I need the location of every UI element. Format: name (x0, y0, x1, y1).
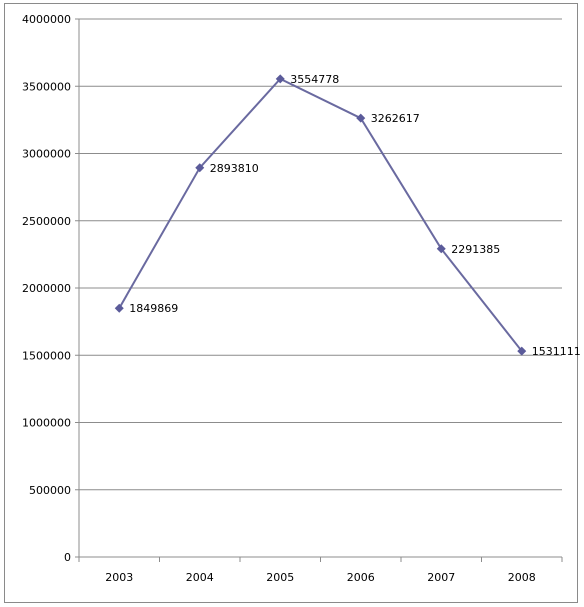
data-label: 1531111 (532, 345, 581, 358)
x-tick-label: 2008 (508, 571, 536, 584)
data-label: 2291385 (451, 243, 500, 256)
data-label: 3554778 (290, 73, 339, 86)
y-tick-label: 500000 (29, 484, 71, 497)
y-tick-label: 2000000 (22, 282, 71, 295)
data-point-marker (275, 74, 285, 84)
y-tick-label: 0 (64, 551, 71, 564)
data-point-marker (114, 303, 124, 313)
data-label: 1849869 (129, 302, 178, 315)
y-tick-label: 2500000 (22, 215, 71, 228)
x-tick-label: 2005 (266, 571, 294, 584)
y-tick-label: 3000000 (22, 148, 71, 161)
y-tick-label: 3500000 (22, 80, 71, 93)
x-tick-label: 2003 (105, 571, 133, 584)
x-tick-label: 2006 (347, 571, 375, 584)
chart-frame (4, 3, 578, 603)
data-point-marker (356, 113, 366, 123)
data-point-marker (517, 346, 527, 356)
series-line (118, 77, 523, 352)
data-label: 3262617 (371, 112, 420, 125)
x-tick-label: 2007 (427, 571, 455, 584)
y-tick-label: 4000000 (22, 13, 71, 26)
data-point-marker (195, 163, 205, 173)
data-point-marker (436, 244, 446, 254)
x-tick-label: 2004 (186, 571, 214, 584)
y-tick-label: 1000000 (22, 417, 71, 430)
y-tick-label: 1500000 (22, 349, 71, 362)
data-label: 2893810 (210, 162, 259, 175)
